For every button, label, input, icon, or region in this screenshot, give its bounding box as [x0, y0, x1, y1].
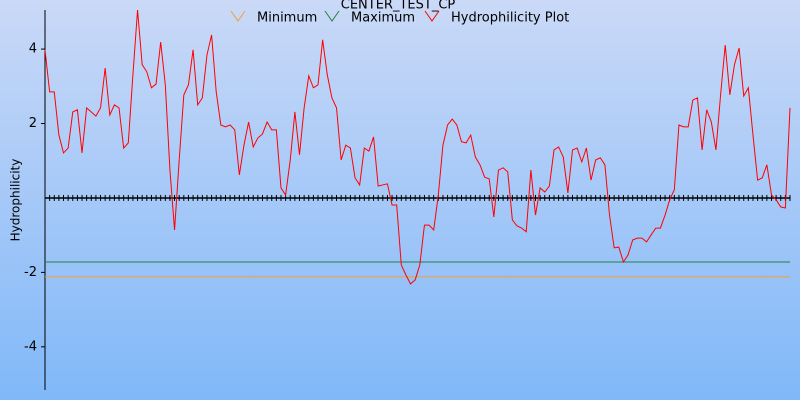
y-tick-label: -2 [24, 265, 37, 280]
legend-label: Hydrophilicity Plot [451, 11, 569, 26]
y-tick-label: -4 [24, 339, 37, 354]
line-series [44, 9, 791, 285]
chart-title: CENTER_TEST_CP [341, 0, 456, 13]
y-tick-label: 4 [29, 42, 37, 57]
legend-icon [424, 10, 440, 22]
y-tick-label: 2 [29, 116, 37, 131]
legend-label: Maximum [351, 11, 415, 26]
y-axis-label: Hydrophilicity [9, 159, 23, 242]
legend-icon [230, 10, 246, 22]
legend-icon [324, 10, 340, 22]
legend-label: Minimum [257, 11, 317, 26]
